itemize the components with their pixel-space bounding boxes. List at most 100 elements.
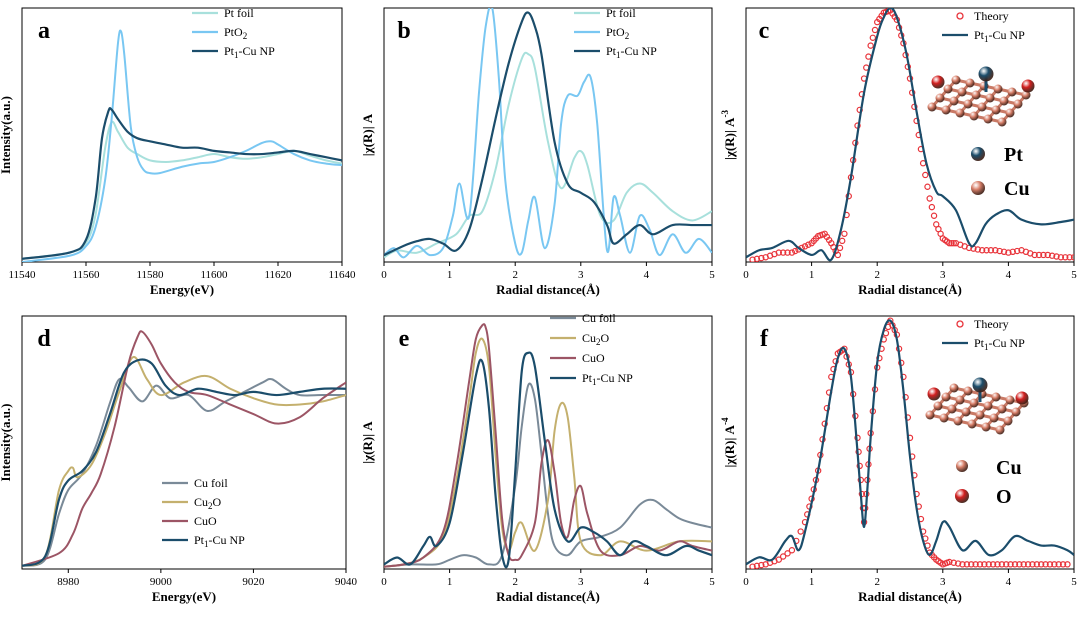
series-theory-markers: [749, 317, 1071, 569]
cu-atom-sphere: [953, 416, 963, 426]
atom-label-o: O: [996, 486, 1012, 508]
x-axis-title: Energy(eV): [152, 589, 216, 604]
x-tick-label: 0: [743, 576, 749, 588]
legend-marker: [956, 320, 964, 328]
legend-label: PtO2: [224, 25, 247, 41]
x-tick-label: 11580: [136, 269, 164, 281]
cu-atom-sphere: [981, 422, 991, 432]
theory-point: [1000, 248, 1008, 256]
theory-point: [922, 171, 929, 179]
x-tick-label: 1: [447, 576, 453, 588]
cu-atom-sphere: [983, 114, 993, 124]
theory-point: [994, 561, 1001, 568]
pt-atom-sphere: [972, 377, 988, 393]
theory-point: [801, 243, 809, 250]
theory-point: [1037, 561, 1045, 568]
series-line-pt1-cu-np: [384, 351, 712, 569]
plot-area: [746, 8, 1074, 262]
o-atom-sphere: [927, 387, 941, 401]
theory-point: [992, 247, 999, 254]
plot-area: [22, 330, 346, 567]
x-tick-label: 3: [578, 269, 584, 281]
cu-atom-sphere: [977, 102, 987, 112]
o-atom-sphere: [931, 75, 945, 89]
y-axis-title: |χ(R)| A: [360, 113, 375, 156]
cu-atom-sphere: [969, 111, 979, 121]
theory-point: [841, 230, 848, 237]
x-tick-label: 3: [578, 576, 584, 588]
theory-point: [983, 247, 990, 254]
cu-atom-sphere: [963, 99, 973, 109]
theory-point: [946, 558, 953, 566]
axes-frame: [21, 315, 347, 570]
theory-point: [779, 553, 787, 560]
atom-label-cu: Cu: [1004, 178, 1030, 200]
cu-atom-sphere: [983, 401, 993, 411]
theory-point: [976, 561, 984, 568]
cu-atom-sphere: [947, 404, 957, 414]
series-line-pt-foil: [384, 51, 712, 259]
y-axis-title: |χ(R)| A: [360, 421, 375, 464]
panel-letter: c: [759, 18, 770, 44]
x-tick-label: 4: [1006, 269, 1012, 281]
theory-point: [930, 212, 938, 219]
x-tick-label: 5: [709, 576, 715, 588]
theory-point: [1042, 561, 1049, 568]
panel-b: 0 1 2 3 4 5 Radial distance(Å) |χ(R)| A b Pt foil…: [360, 6, 715, 297]
x-tick-label: 5: [1071, 576, 1077, 588]
theory-point: [1051, 561, 1058, 568]
legend-label: Pt1-Cu NP: [606, 44, 657, 60]
structure-inset: Pt Cu: [927, 66, 1035, 200]
theory-point: [978, 247, 986, 254]
theory-point: [948, 239, 955, 247]
legend-atom-pt: [971, 147, 985, 161]
theory-point: [1048, 252, 1056, 259]
x-axis-title: Radial distance(Å): [496, 282, 600, 297]
theory-point: [758, 254, 765, 262]
cu-atom-sphere: [943, 84, 953, 94]
cu-atom-sphere: [951, 75, 961, 85]
theory-point: [924, 183, 931, 190]
legend: Theory Pt1-Cu NP: [942, 317, 1025, 352]
x-tick-label: 0: [381, 269, 387, 281]
legend-label: Cu2O: [194, 495, 222, 511]
structure-inset: Cu O: [925, 377, 1029, 508]
panel-letter: f: [760, 326, 769, 352]
x-tick-label: 4: [644, 576, 650, 588]
y-axis-title: |χ(R)| A-3: [720, 110, 737, 160]
cu-atom-sphere: [975, 410, 985, 420]
cu-atom-sphere: [1011, 407, 1021, 417]
x-tick-label: 2: [874, 269, 880, 281]
cu-atom-sphere: [995, 425, 1005, 435]
axes-frame: [383, 315, 713, 570]
x-tick-label: 2: [512, 269, 518, 281]
theory-point: [1011, 561, 1019, 568]
cu-atom-sphere: [993, 84, 1003, 94]
cu-atom-sphere: [1013, 99, 1023, 109]
x-tick-label: 9040: [335, 576, 358, 588]
theory-point: [928, 203, 936, 211]
legend: Theory Pt1-Cu NP: [942, 9, 1025, 44]
plot-area: [22, 29, 342, 262]
theory-point: [1031, 251, 1038, 259]
theory-point: [788, 547, 796, 554]
cu-atom-sphere: [941, 392, 951, 402]
legend: Pt foil PtO2 Pt1-Cu NP: [574, 6, 657, 60]
series-line-cu2o: [22, 356, 346, 567]
panel-d: 8980 9000 9020 9040 Energy(eV) Intensity(a.u.…: [0, 315, 358, 604]
y-axis-title: Intensity(a.u.): [0, 403, 13, 481]
cu-atom-sphere: [985, 93, 995, 103]
series-line-pt1-cu-np: [746, 8, 1074, 262]
legend: Pt foil PtO2 Pt1-Cu NP: [192, 6, 275, 60]
cu-atom-sphere: [967, 419, 977, 429]
cu-atom-sphere: [963, 386, 973, 396]
legend-marker: [956, 12, 964, 20]
o-atom-sphere: [1021, 79, 1035, 93]
theory-point: [1013, 247, 1021, 255]
legend: Cu foil Cu2O CuO Pt1-Cu NP: [550, 311, 633, 387]
series-line-pt1-cu-np: [384, 11, 712, 257]
cu-atom-sphere: [949, 383, 959, 393]
theory-point: [753, 562, 761, 569]
y-axis-title-main: Intensity(a.u.): [0, 96, 13, 174]
plot-area: [746, 317, 1074, 569]
